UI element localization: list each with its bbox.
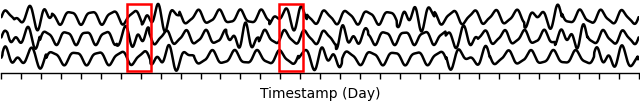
Bar (278, 4, 303, 71)
X-axis label: Timestamp (Day): Timestamp (Day) (260, 87, 380, 101)
Bar (127, 4, 151, 71)
